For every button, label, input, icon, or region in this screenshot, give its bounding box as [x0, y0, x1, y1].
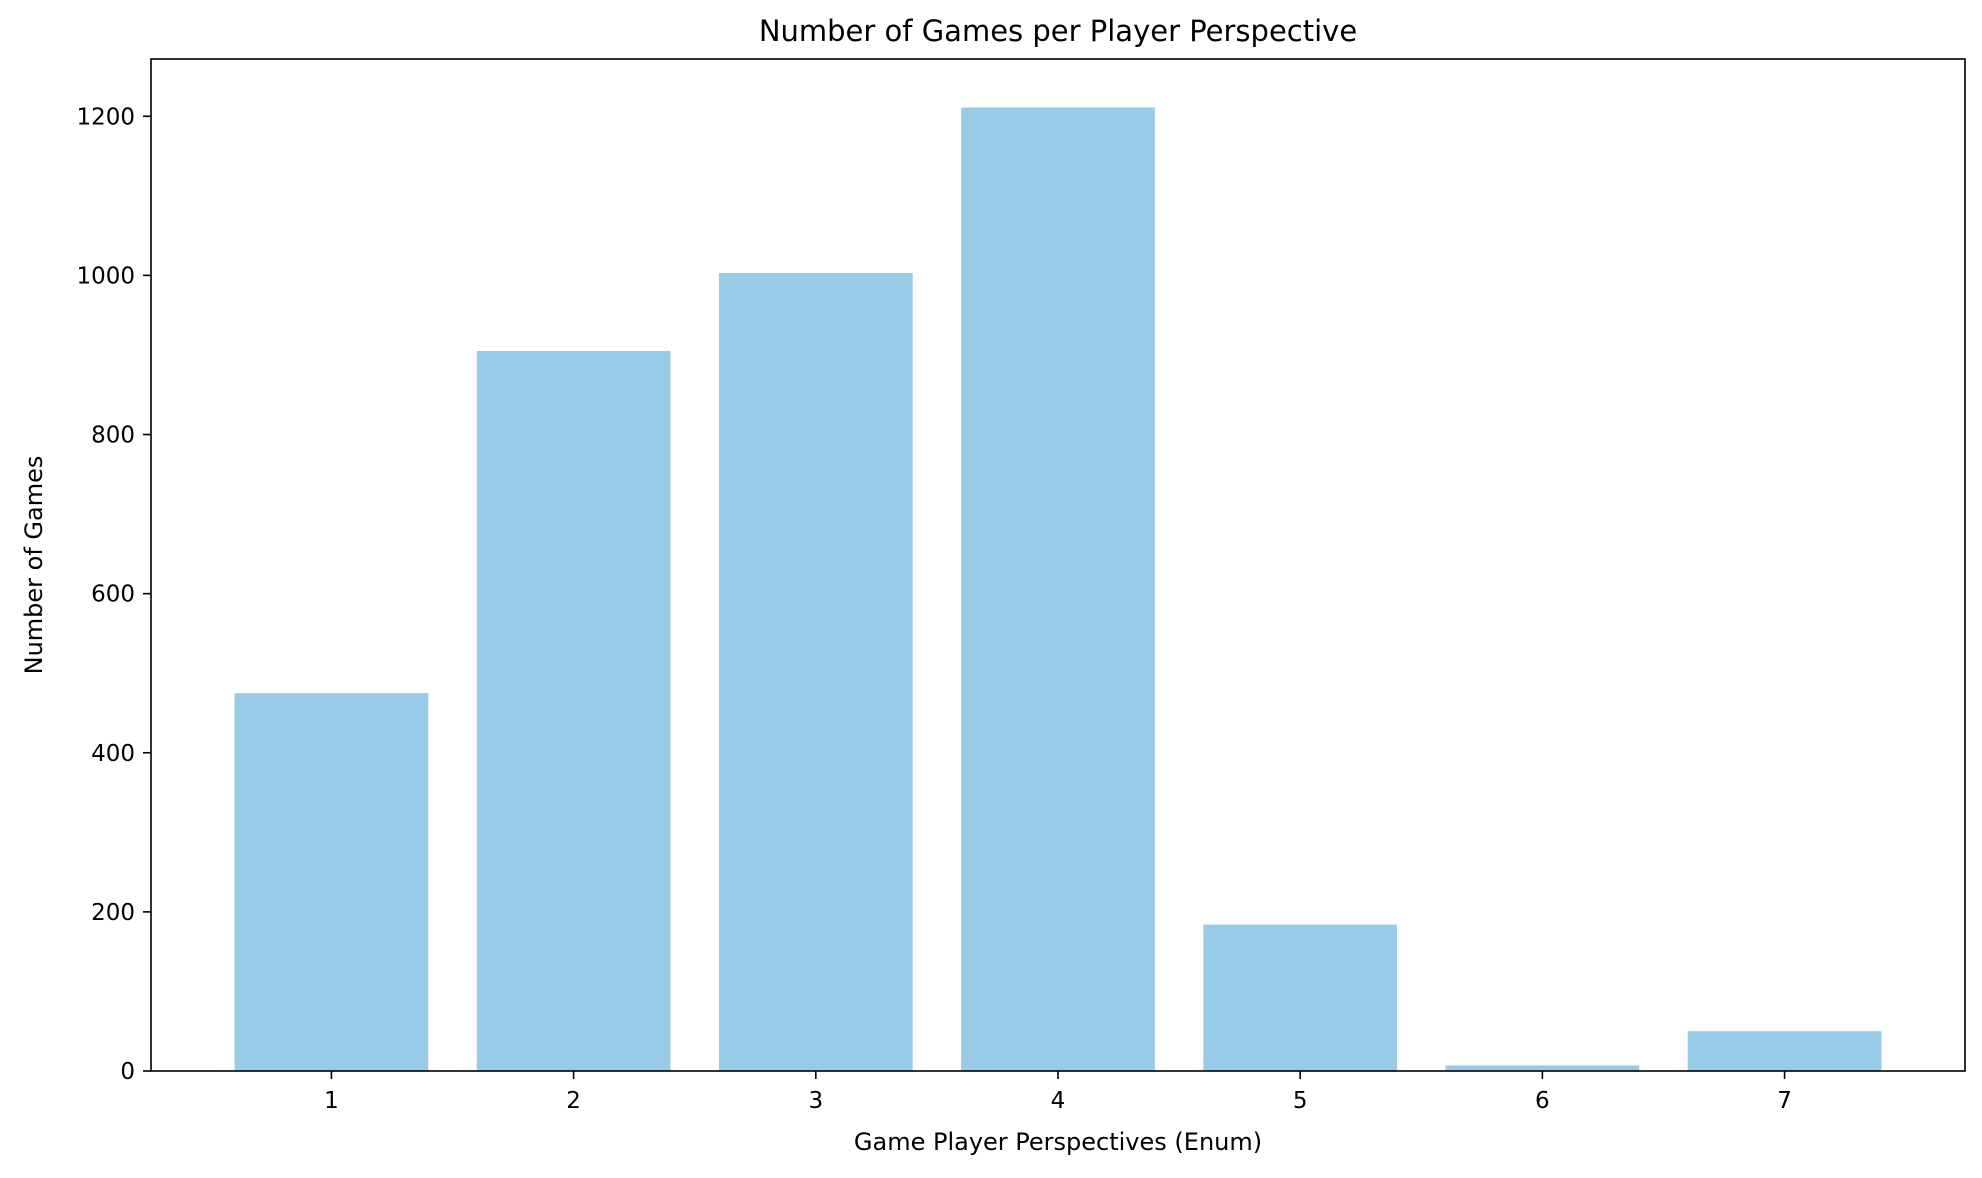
x-tick-label-1: 1 — [324, 1088, 339, 1114]
x-axis-ticks: 1 2 3 4 5 6 7 — [324, 1071, 1792, 1114]
plot-frame — [150, 58, 1966, 1072]
x-tick-label-7: 7 — [1777, 1088, 1792, 1114]
bars-group — [234, 107, 1882, 1072]
x-axis-label: Game Player Perspectives (Enum) — [854, 1128, 1262, 1156]
x-tick-label-6: 6 — [1535, 1088, 1550, 1114]
bar-6 — [1445, 1065, 1640, 1071]
y-tick-label-1200: 1200 — [76, 104, 135, 130]
bar-7 — [1687, 1031, 1882, 1071]
y-tick-label-1000: 1000 — [76, 263, 135, 289]
x-tick-label-5: 5 — [1293, 1088, 1308, 1114]
y-tick-label-0: 0 — [120, 1059, 135, 1085]
y-tick-label-200: 200 — [91, 900, 135, 926]
y-axis-label: Number of Games — [20, 456, 48, 675]
x-tick-label-3: 3 — [808, 1088, 823, 1114]
y-tick-label-400: 400 — [91, 741, 135, 767]
chart-title: Number of Games per Player Perspective — [759, 14, 1357, 48]
bar-5 — [1203, 924, 1398, 1071]
bar-2 — [476, 350, 671, 1072]
bar-4 — [961, 107, 1155, 1072]
y-tick-label-600: 600 — [91, 582, 135, 608]
x-tick-label-4: 4 — [1051, 1088, 1066, 1114]
y-tick-label-800: 800 — [91, 423, 135, 449]
bar-3 — [718, 273, 913, 1071]
x-tick-label-2: 2 — [566, 1088, 581, 1114]
y-axis-ticks: 0 200 400 600 800 1000 1200 — [76, 104, 151, 1085]
bar-1 — [234, 693, 429, 1071]
